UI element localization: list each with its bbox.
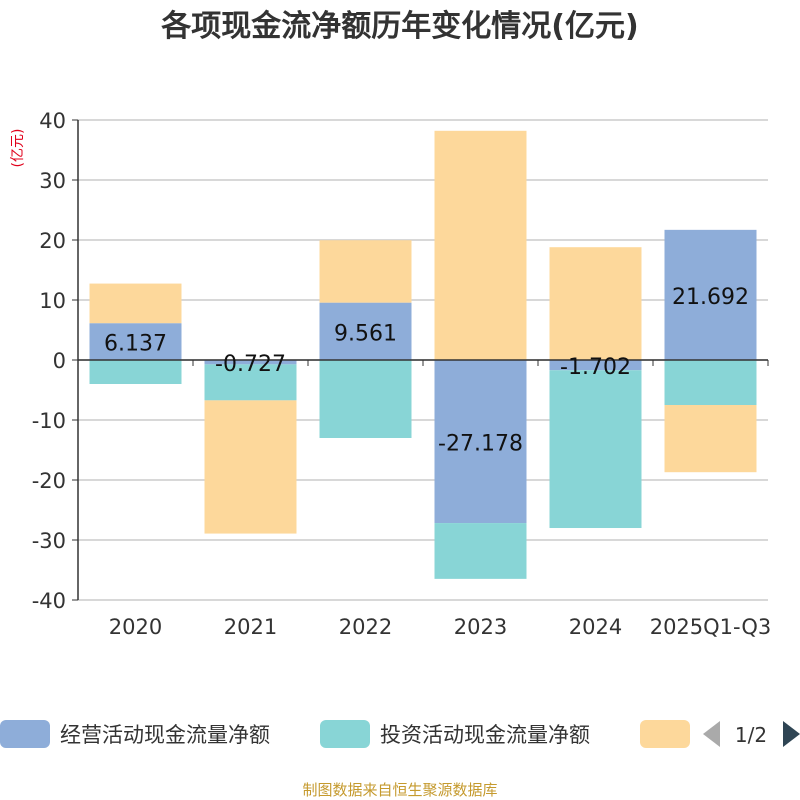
chart-title: 各项现金流净额历年变化情况(亿元) [160, 9, 638, 44]
data-label: -27.178 [438, 432, 523, 457]
legend-swatch [320, 720, 370, 748]
data-labels: 6.137 -0.727 9.561 -27.178 -1.702 21.692 [104, 285, 749, 457]
bar-segment [319, 240, 412, 303]
bar-segment [434, 523, 527, 579]
data-label: 9.561 [334, 321, 397, 346]
legend-item[interactable] [640, 720, 690, 748]
y-tick-label: 30 [39, 169, 66, 193]
bar-segment [549, 360, 642, 371]
y-tick-label: -40 [32, 589, 66, 613]
legend-item[interactable]: 投资活动现金流量净额 [320, 720, 590, 748]
x-tick-label: 2022 [339, 615, 392, 639]
data-label: 21.692 [672, 285, 749, 310]
y-axis-label: (亿元) [10, 129, 26, 168]
y-tick-label: 10 [39, 289, 66, 313]
bar-segment [204, 364, 297, 401]
bar-segment [664, 360, 757, 405]
legend-prev-arrow-icon[interactable] [703, 721, 720, 747]
x-tick-label: 2021 [224, 615, 277, 639]
data-label: -0.727 [215, 352, 286, 377]
bar-segment [549, 370, 642, 529]
bar-segment [319, 360, 412, 438]
legend-label: 投资活动现金流量净额 [380, 723, 590, 747]
bar-segment [549, 247, 642, 360]
legend-page-indicator: 1/2 [735, 723, 767, 747]
bar-segment [434, 130, 527, 360]
bar-segment [434, 360, 527, 524]
data-label: -1.702 [560, 355, 631, 380]
axes: 40 30 20 10 0 -10 -20 -30 -40 2020 2021 2022 2023 202… [32, 109, 772, 639]
y-tick-label: 40 [39, 109, 66, 133]
y-tick-label: 0 [53, 349, 66, 373]
bar-segment [89, 360, 182, 384]
y-tick-label: -10 [32, 409, 66, 433]
bars [89, 130, 757, 579]
x-tick-label: 2024 [569, 615, 622, 639]
legend-swatch [640, 720, 690, 748]
source-note: 制图数据来自恒生聚源数据库 [302, 781, 497, 799]
y-tick-label: -20 [32, 469, 66, 493]
bar-segment [204, 360, 297, 365]
legend-item[interactable]: 经营活动现金流量净额 [0, 720, 270, 748]
bar-segment [89, 323, 182, 360]
bar-segment [89, 283, 182, 324]
bar-segment [204, 400, 297, 534]
bar-segment [664, 229, 757, 360]
legend-label: 经营活动现金流量净额 [60, 723, 270, 747]
legend-swatch [0, 720, 50, 748]
data-label: 6.137 [104, 332, 167, 357]
x-tick-label: 2023 [454, 615, 507, 639]
legend-next-arrow-icon[interactable] [783, 721, 800, 747]
legend: 经营活动现金流量净额 投资活动现金流量净额 1/2 [0, 720, 800, 748]
x-tick-label: 2020 [109, 615, 162, 639]
y-tick-label: 20 [39, 229, 66, 253]
y-tick-label: -30 [32, 529, 66, 553]
bar-segment [319, 302, 412, 360]
bar-segment [664, 405, 757, 473]
x-tick-label: 2025Q1-Q3 [650, 615, 772, 639]
